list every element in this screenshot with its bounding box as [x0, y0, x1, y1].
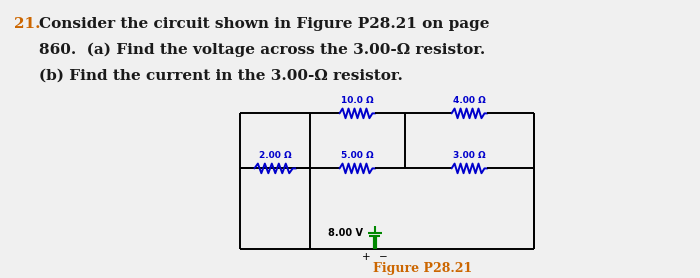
Text: Figure P28.21: Figure P28.21 — [372, 262, 472, 275]
Text: 860.  (a) Find the voltage across the 3.00-Ω resistor.: 860. (a) Find the voltage across the 3.0… — [39, 43, 486, 57]
Text: 2.00 Ω: 2.00 Ω — [259, 151, 292, 160]
Text: +: + — [363, 252, 371, 262]
Text: (b) Find the current in the 3.00-Ω resistor.: (b) Find the current in the 3.00-Ω resis… — [39, 69, 403, 83]
Text: 8.00 V: 8.00 V — [328, 228, 363, 238]
Text: 4.00 Ω: 4.00 Ω — [453, 96, 486, 105]
Text: −: − — [379, 252, 388, 262]
Text: Consider the circuit shown in Figure P28.21 on page: Consider the circuit shown in Figure P28… — [39, 17, 490, 31]
Text: 3.00 Ω: 3.00 Ω — [453, 151, 486, 160]
Text: 10.0 Ω: 10.0 Ω — [341, 96, 374, 105]
Text: 5.00 Ω: 5.00 Ω — [341, 151, 374, 160]
Text: 21.: 21. — [14, 17, 41, 31]
